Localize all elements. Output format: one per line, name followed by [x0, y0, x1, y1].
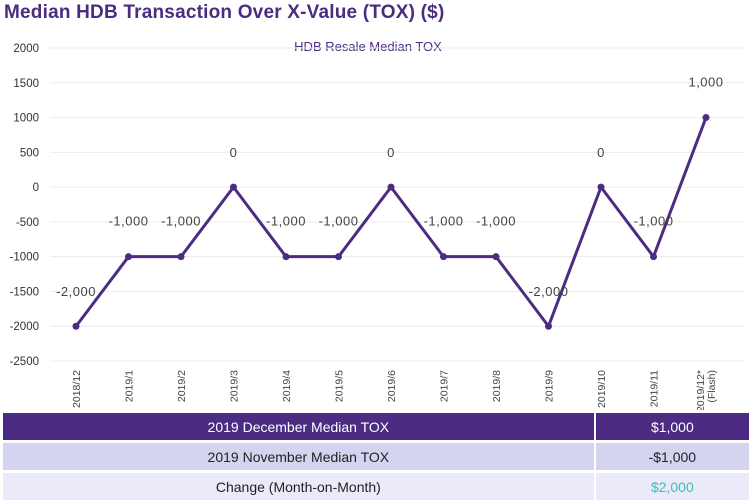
table-row: 2019 November Median TOX -$1,000: [3, 443, 749, 470]
data-label: -1,000: [634, 214, 674, 229]
data-point: [177, 253, 185, 261]
x-tick-label: 2019/12* (Flash): [695, 370, 718, 410]
gridlines: [50, 47, 745, 362]
table-cell-value: $2,000: [595, 473, 749, 500]
x-tick-label: 2019/2: [176, 370, 188, 402]
x-tick-label-line: 2019/8: [491, 370, 503, 402]
data-point: [125, 253, 132, 261]
x-tick-label: 2018/12: [71, 370, 83, 408]
data-labels: -2,000 -1,000 -1,000 0 -1,000 -1,000 0 -1,000 -1…: [56, 75, 723, 300]
y-tick-label: 2000: [13, 43, 39, 55]
y-tick-label: -2000: [10, 321, 39, 333]
y-tick-label: -1500: [10, 286, 39, 298]
x-tick-label: 2019/11: [649, 370, 661, 407]
table-cell-value: $1,000: [595, 413, 749, 440]
y-tick-label: 0: [33, 182, 39, 194]
x-tick-label: 2019/5: [334, 370, 346, 402]
data-label: 0: [597, 145, 605, 160]
x-tick-label: 2019/6: [386, 370, 398, 402]
x-tick-label: 2019/4: [281, 370, 293, 402]
table-row: 2019 December Median TOX $1,000: [3, 413, 749, 440]
data-point: [650, 253, 657, 261]
y-tick-label: -1000: [10, 252, 39, 264]
x-tick-label: 2019/8: [491, 370, 503, 402]
data-label: -1,000: [161, 214, 201, 229]
page-title: Median HDB Transaction Over X-Value (TOX…: [4, 2, 445, 23]
x-tick-label: 2019/10: [596, 370, 608, 408]
x-tick-label-line: 2019/2: [176, 370, 188, 402]
x-tick-label-line: 2019/1: [124, 370, 136, 402]
data-point: [387, 183, 395, 191]
table-cell-value: -$1,000: [595, 443, 749, 470]
data-label: 0: [387, 145, 395, 160]
chart-title: HDB Resale Median TOX: [294, 39, 442, 54]
x-tick-label-line: 2019/11: [649, 370, 661, 407]
data-point: [230, 183, 237, 191]
data-label: -1,000: [266, 214, 306, 229]
data-point: [492, 253, 500, 261]
y-tick-label: 500: [20, 147, 39, 159]
data-label: 0: [230, 145, 238, 160]
x-tick-label-line: 2019/4: [281, 370, 293, 402]
data-point: [702, 114, 710, 122]
x-tick-label-line: 2019/7: [439, 370, 451, 402]
y-tick-label: 1000: [13, 113, 39, 125]
table-cell-label: 2019 December Median TOX: [3, 413, 596, 440]
data-label: -1,000: [319, 214, 359, 229]
x-tick-label: 2019/9: [544, 370, 556, 402]
data-label: -2,000: [529, 284, 569, 299]
line-chart: HDB Resale Median TOX 2000 1500 1000 500 0 -5…: [10, 39, 745, 410]
x-axis-labels: 2018/12 2019/1 2019/2 2019/3 2019/4 2019/5 201…: [71, 370, 718, 410]
x-tick-label-line: 2019/10: [596, 370, 608, 408]
data-point: [335, 253, 342, 261]
x-tick-label: 2019/7: [439, 370, 451, 402]
x-tick-label-line: (Flash): [706, 370, 718, 403]
x-tick-label: 2019/3: [229, 370, 241, 402]
x-tick-label-line: 2019/6: [386, 370, 398, 402]
y-axis-labels: 2000 1500 1000 500 0 -500 -1000 -1500 -2000 -2500: [10, 43, 39, 368]
data-point: [597, 183, 605, 191]
table-cell-label: Change (Month-on-Month): [3, 473, 596, 500]
data-point: [545, 322, 552, 330]
data-label: -1,000: [109, 214, 149, 229]
x-tick-label-line: 2019/12*: [695, 370, 707, 410]
data-label: -1,000: [424, 214, 464, 229]
table-row: Change (Month-on-Month) $2,000: [3, 473, 749, 500]
y-tick-label: -2500: [10, 356, 39, 368]
y-tick-label: -500: [16, 217, 39, 229]
data-point: [440, 253, 447, 261]
data-point: [72, 322, 80, 330]
data-label: -1,000: [476, 214, 516, 229]
x-tick-label-line: 2019/9: [544, 370, 556, 402]
data-point: [282, 253, 290, 261]
table-cell-label: 2019 November Median TOX: [3, 443, 596, 470]
y-tick-label: 1500: [13, 78, 39, 90]
x-tick-label-line: 2018/12: [71, 370, 83, 408]
data-label: -2,000: [56, 284, 96, 299]
x-tick-label-line: 2019/3: [229, 370, 241, 402]
x-tick-label-line: 2019/5: [334, 370, 346, 402]
summary-table: 2019 December Median TOX $1,000 2019 Nov…: [3, 410, 749, 503]
data-points: [72, 114, 710, 330]
data-label: 1,000: [688, 75, 723, 90]
x-tick-label: 2019/1: [124, 370, 136, 402]
